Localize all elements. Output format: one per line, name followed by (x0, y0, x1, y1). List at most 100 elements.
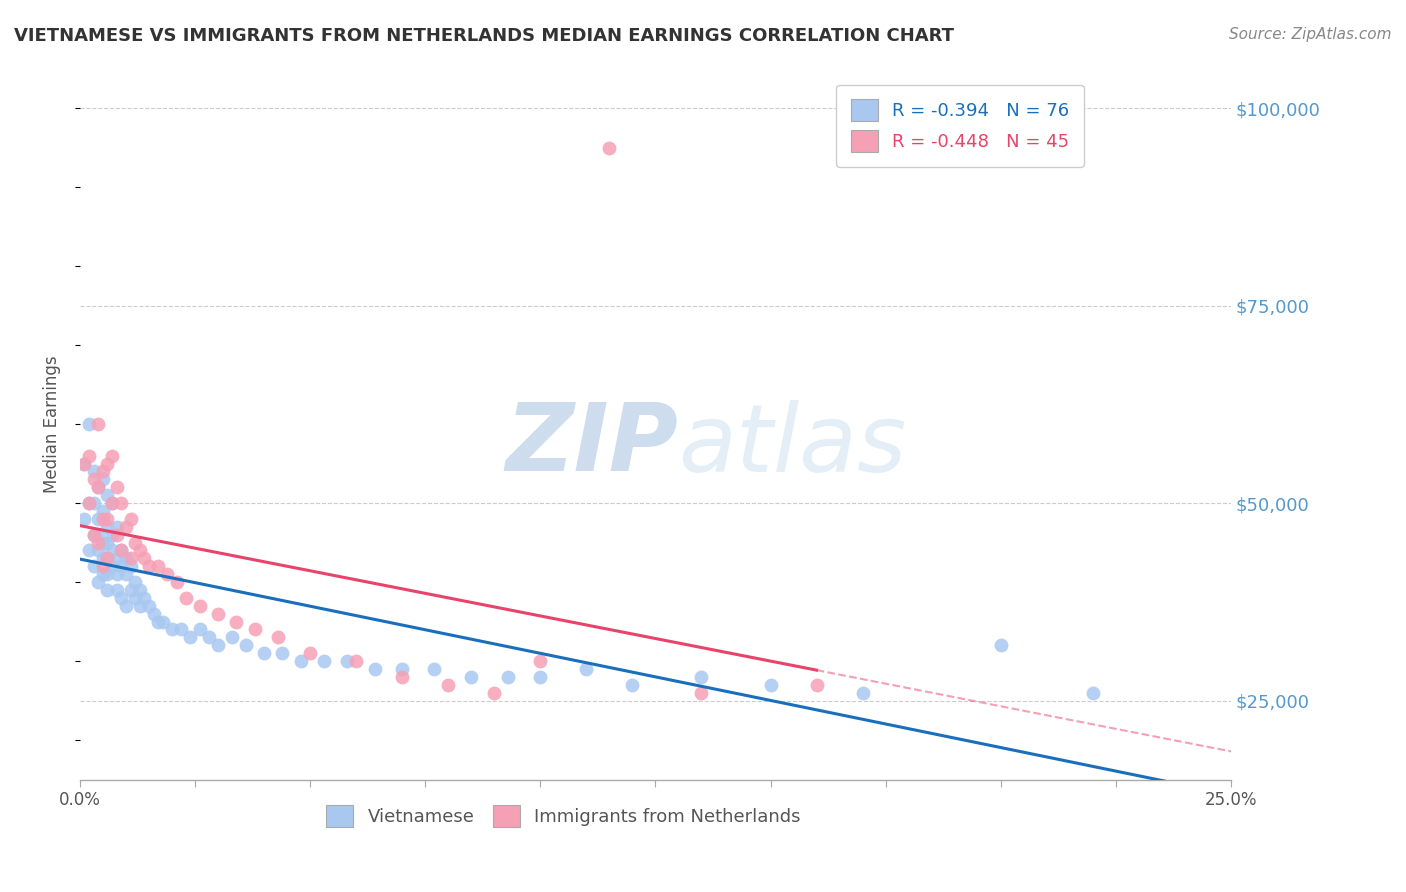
Point (91, 472, 114, 486)
Point (115, 520, 138, 534)
Point (152, 615, 174, 629)
Point (207, 638, 229, 652)
Point (83, 472, 105, 486)
Point (621, 678, 644, 692)
Y-axis label: Median Earnings: Median Earnings (44, 355, 60, 493)
Point (990, 638, 1012, 652)
Point (496, 670, 519, 684)
Point (101, 449, 124, 463)
Point (120, 582, 142, 597)
Point (110, 591, 132, 605)
Point (124, 535, 146, 549)
Point (77, 449, 100, 463)
Point (96, 551, 118, 566)
Point (83, 496, 105, 510)
Point (120, 512, 142, 526)
Point (115, 599, 138, 613)
Point (188, 599, 211, 613)
Point (91, 504, 114, 518)
Point (166, 575, 188, 590)
Point (529, 654, 551, 668)
Point (267, 631, 290, 645)
Point (221, 631, 243, 645)
Point (96, 582, 118, 597)
Point (120, 551, 142, 566)
Point (299, 646, 322, 660)
Point (598, 140, 620, 154)
Point (271, 646, 294, 660)
Point (806, 678, 828, 692)
Point (146, 559, 169, 574)
Point (96, 457, 118, 471)
Point (110, 559, 132, 574)
Point (91, 567, 114, 582)
Point (198, 631, 221, 645)
Text: atlas: atlas (679, 400, 907, 491)
Point (128, 582, 150, 597)
Point (105, 480, 128, 494)
Point (115, 551, 138, 566)
Point (423, 662, 446, 676)
Point (101, 527, 124, 541)
Point (690, 686, 713, 700)
Point (77, 496, 100, 510)
Point (73, 457, 96, 471)
Point (110, 543, 132, 558)
Point (690, 670, 713, 684)
Point (87, 480, 110, 494)
Point (87, 535, 110, 549)
Point (124, 575, 146, 590)
Point (138, 559, 160, 574)
Point (101, 559, 124, 574)
Point (460, 670, 482, 684)
Point (484, 686, 506, 700)
Point (344, 654, 367, 668)
Point (142, 607, 165, 621)
Point (96, 520, 118, 534)
Point (83, 527, 105, 541)
Point (179, 631, 201, 645)
Point (96, 567, 118, 582)
Point (105, 520, 128, 534)
Point (83, 559, 105, 574)
Point (105, 527, 128, 541)
Point (87, 512, 110, 526)
Point (96, 535, 118, 549)
Point (138, 599, 160, 613)
Point (83, 465, 105, 479)
Point (77, 543, 100, 558)
Point (1081, 686, 1104, 700)
Point (336, 654, 359, 668)
Point (156, 567, 179, 582)
Point (207, 607, 229, 621)
Point (91, 465, 114, 479)
Point (170, 623, 193, 637)
Point (101, 496, 124, 510)
Point (101, 496, 124, 510)
Point (91, 512, 114, 526)
Point (575, 662, 598, 676)
Point (243, 623, 266, 637)
Point (134, 551, 156, 566)
Point (91, 559, 114, 574)
Legend: Vietnamese, Immigrants from Netherlands: Vietnamese, Immigrants from Netherlands (319, 798, 808, 835)
Point (146, 615, 169, 629)
Point (225, 615, 247, 629)
Point (391, 670, 413, 684)
Text: ZIP: ZIP (506, 400, 679, 491)
Point (91, 551, 114, 566)
Point (87, 480, 110, 494)
Text: VIETNAMESE VS IMMIGRANTS FROM NETHERLANDS MEDIAN EARNINGS CORRELATION CHART: VIETNAMESE VS IMMIGRANTS FROM NETHERLAND… (14, 27, 955, 45)
Point (115, 567, 138, 582)
Point (87, 543, 110, 558)
Point (529, 670, 551, 684)
Point (83, 527, 105, 541)
Point (235, 638, 257, 652)
Text: Source: ZipAtlas.com: Source: ZipAtlas.com (1229, 27, 1392, 42)
Point (124, 591, 146, 605)
Point (91, 535, 114, 549)
Point (188, 623, 211, 637)
Point (105, 567, 128, 582)
Point (128, 599, 150, 613)
Point (105, 582, 128, 597)
